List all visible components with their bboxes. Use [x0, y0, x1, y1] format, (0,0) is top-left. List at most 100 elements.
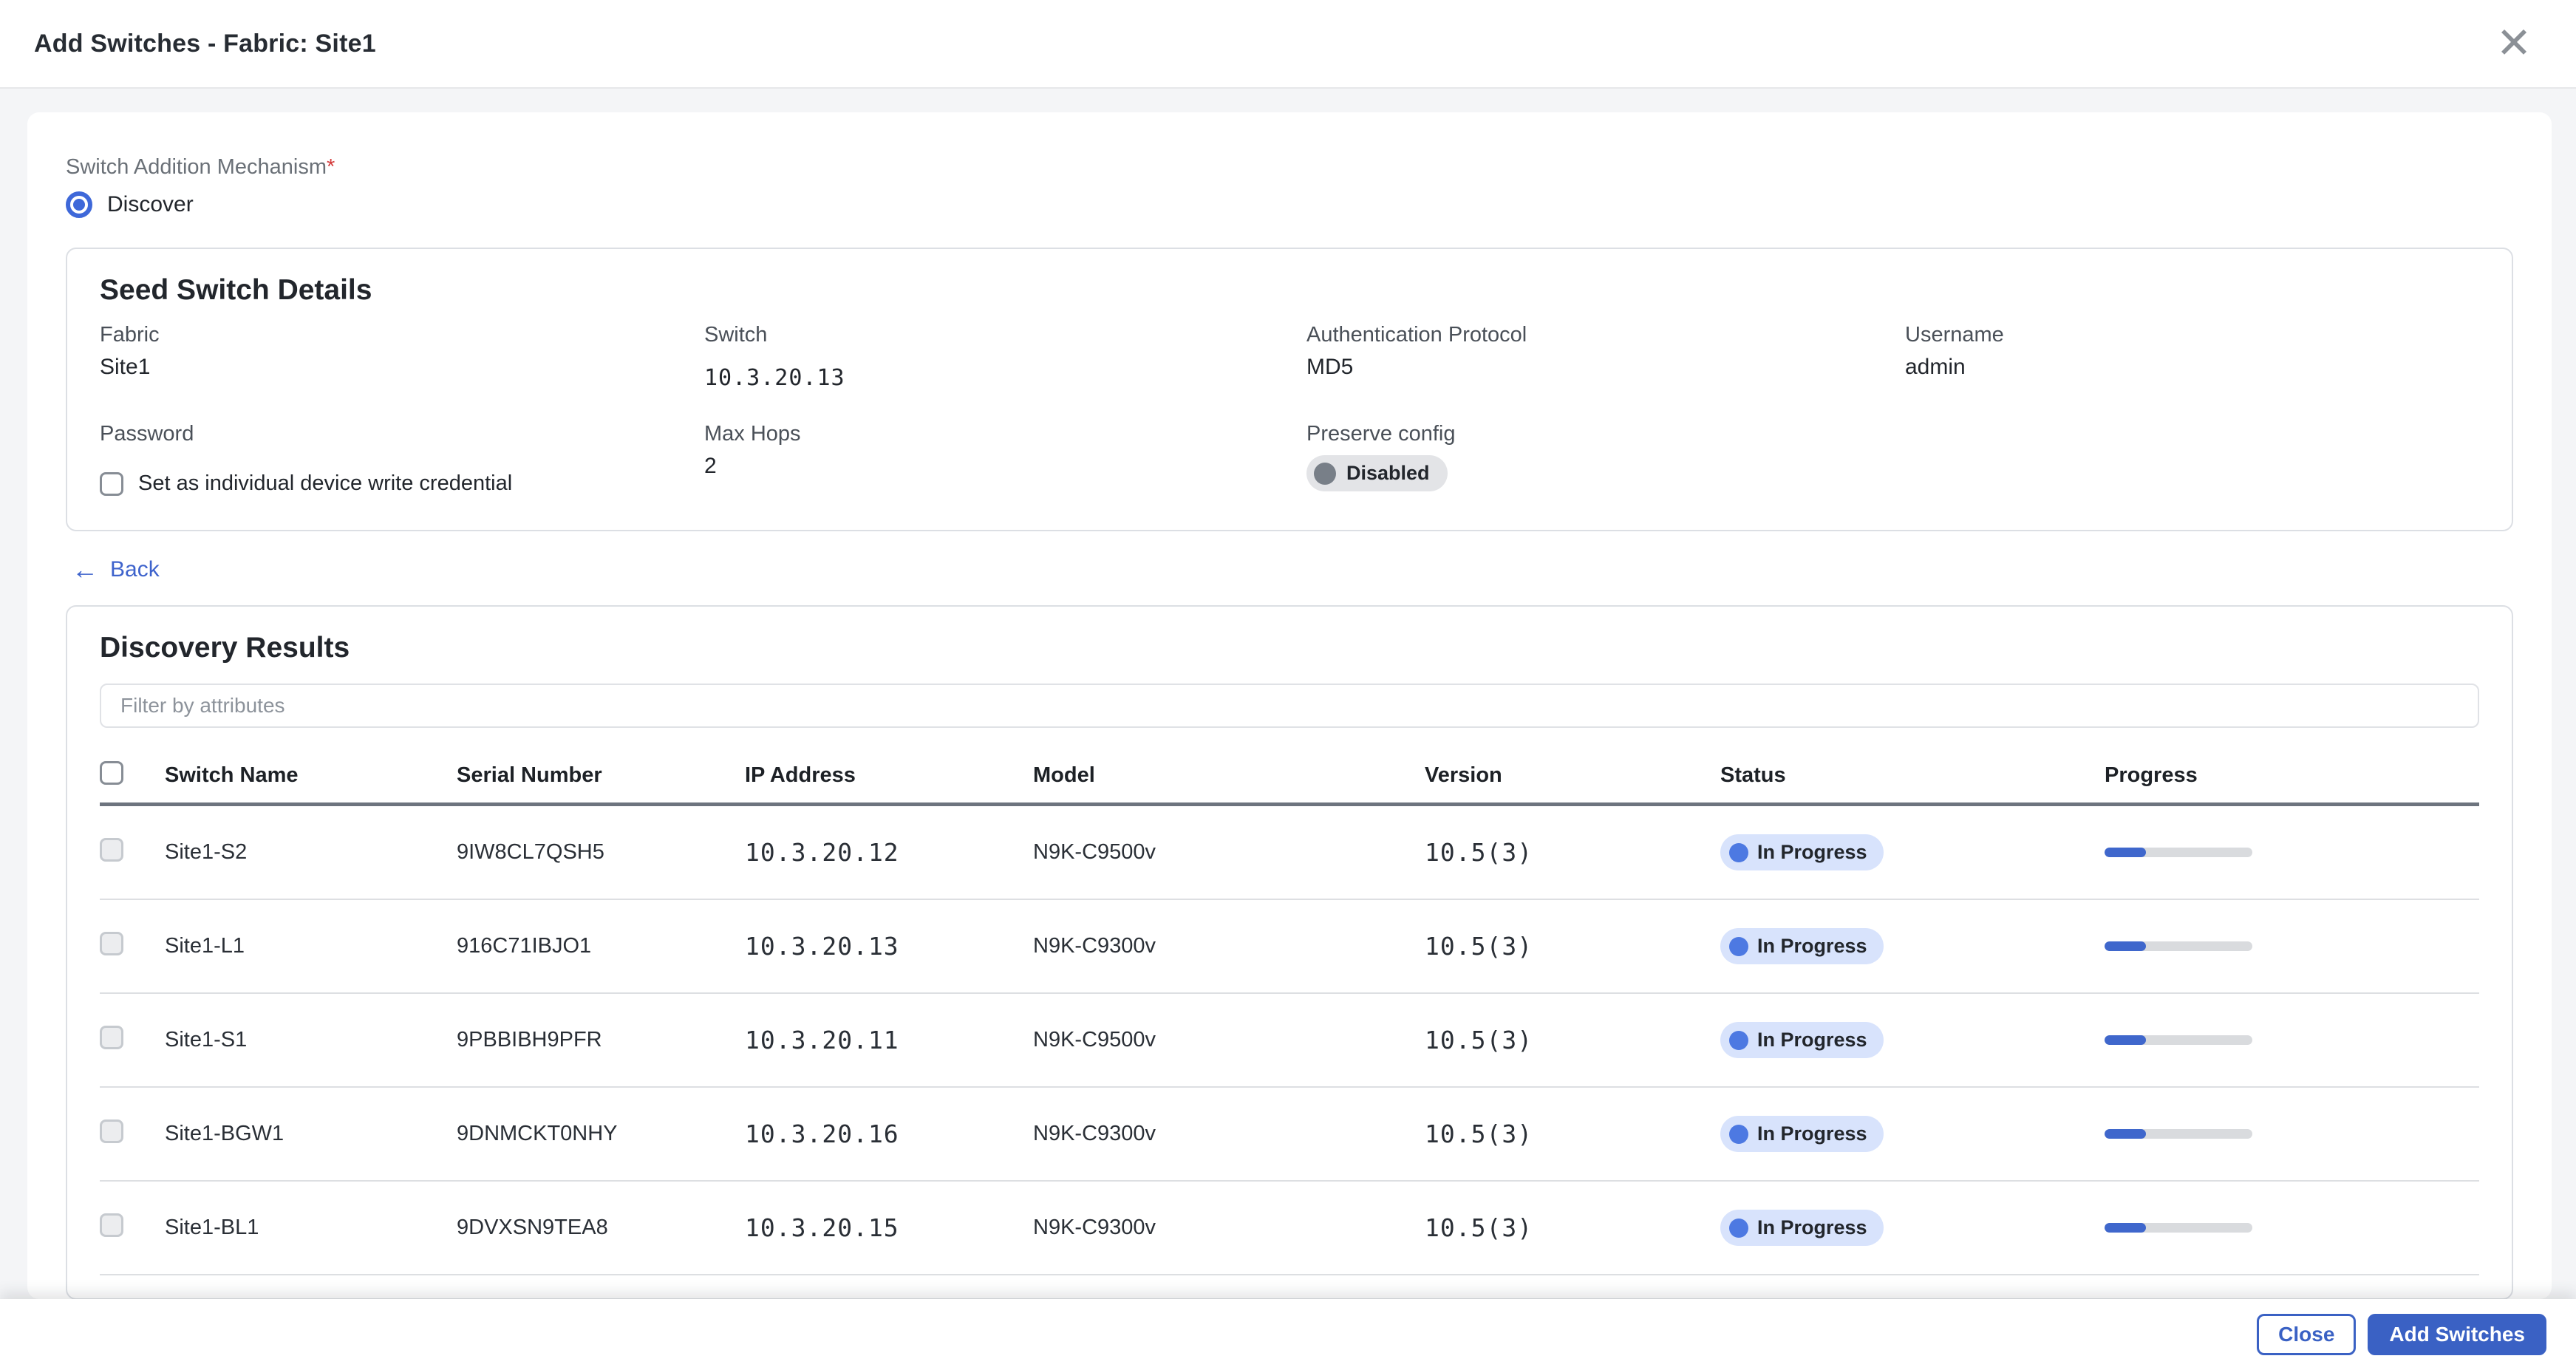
- col-version: Version: [1425, 763, 1720, 788]
- table-row: Site1-S1 9PBBIBH9PFR 10.3.20.11 N9K-C950…: [100, 994, 2479, 1088]
- back-link-label: Back: [110, 557, 160, 582]
- progress-bar-fill: [2105, 1035, 2146, 1045]
- status-label: In Progress: [1757, 1029, 1867, 1052]
- status-label: In Progress: [1757, 935, 1867, 958]
- mechanism-option-discover[interactable]: Discover: [66, 191, 2513, 218]
- switch-name-cell: Site1-S1: [165, 1028, 457, 1052]
- serial-number-cell: 9DNMCKT0NHY: [457, 1122, 745, 1146]
- status-badge: In Progress: [1720, 834, 1884, 870]
- status-label: In Progress: [1757, 841, 1867, 864]
- close-icon[interactable]: ✕: [2493, 23, 2535, 64]
- status-badge: In Progress: [1720, 1022, 1884, 1058]
- version-cell: 10.5(3): [1425, 1213, 1720, 1242]
- toggle-dot-icon: [1314, 463, 1336, 485]
- table-row: Site1-L1 916C71IBJO1 10.3.20.13 N9K-C930…: [100, 900, 2479, 994]
- model-cell: N9K-C9300v: [1033, 1216, 1425, 1240]
- switch-name-cell: Site1-BGW1: [165, 1122, 457, 1146]
- auth-protocol-value: MD5: [1306, 355, 1905, 380]
- username-label: Username: [1905, 323, 2479, 347]
- select-all-checkbox[interactable]: [100, 761, 123, 785]
- version-cell: 10.5(3): [1425, 1026, 1720, 1054]
- fabric-label: Fabric: [100, 323, 704, 347]
- write-credential-option[interactable]: Set as individual device write credentia…: [100, 471, 704, 496]
- ip-address-cell: 10.3.20.16: [745, 1119, 1033, 1148]
- switch-name-cell: Site1-L1: [165, 934, 457, 958]
- progress-bar: [2105, 848, 2252, 857]
- write-credential-label: Set as individual device write credentia…: [138, 471, 512, 496]
- back-arrow-icon: ←: [72, 556, 98, 583]
- mechanism-label: Switch Addition Mechanism*: [66, 155, 2513, 180]
- progress-bar: [2105, 941, 2252, 951]
- col-serial-number: Serial Number: [457, 763, 745, 788]
- switch-ip-value: 10.3.20.13: [704, 365, 1306, 391]
- fabric-value: Site1: [100, 355, 704, 380]
- col-switch-name: Switch Name: [165, 763, 457, 788]
- add-switches-button[interactable]: Add Switches: [2368, 1314, 2546, 1355]
- status-badge: In Progress: [1720, 1210, 1884, 1246]
- username-value: admin: [1905, 355, 2479, 380]
- seed-panel-title: Seed Switch Details: [100, 274, 2479, 307]
- close-button[interactable]: Close: [2257, 1314, 2356, 1355]
- status-badge: In Progress: [1720, 1116, 1884, 1152]
- table-row: Site1-BGW1 9DNMCKT0NHY 10.3.20.16 N9K-C9…: [100, 1088, 2479, 1182]
- col-model: Model: [1033, 763, 1425, 788]
- row-checkbox[interactable]: [100, 1213, 123, 1237]
- filter-input[interactable]: [100, 684, 2479, 728]
- toggle-state-label: Disabled: [1346, 462, 1430, 485]
- status-dot-icon: [1729, 937, 1748, 956]
- status-label: In Progress: [1757, 1122, 1867, 1145]
- ip-address-cell: 10.3.20.15: [745, 1213, 1033, 1242]
- progress-bar-fill: [2105, 1129, 2146, 1139]
- model-cell: N9K-C9500v: [1033, 1028, 1425, 1052]
- seed-grid-row2: Password Set as individual device write …: [100, 413, 2479, 496]
- dialog-header: Add Switches - Fabric: Site1 ✕: [0, 0, 2576, 89]
- table-row: Site1-BL1 9DVXSN9TEA8 10.3.20.15 N9K-C93…: [100, 1182, 2479, 1275]
- dialog-footer: Close Add Switches: [0, 1299, 2576, 1370]
- preserve-config-label: Preserve config: [1306, 422, 1905, 446]
- serial-number-cell: 916C71IBJO1: [457, 934, 745, 958]
- back-link[interactable]: ← Back: [72, 556, 160, 583]
- status-dot-icon: [1729, 843, 1748, 862]
- version-cell: 10.5(3): [1425, 838, 1720, 867]
- row-checkbox[interactable]: [100, 1026, 123, 1049]
- password-label: Password: [100, 422, 704, 446]
- progress-bar: [2105, 1223, 2252, 1233]
- status-dot-icon: [1729, 1219, 1748, 1238]
- progress-bar-fill: [2105, 848, 2146, 857]
- model-cell: N9K-C9500v: [1033, 840, 1425, 865]
- ip-address-cell: 10.3.20.12: [745, 838, 1033, 867]
- progress-bar-fill: [2105, 941, 2146, 951]
- discovery-results-panel: Discovery Results Switch Name Serial Num…: [66, 605, 2513, 1299]
- col-status: Status: [1720, 763, 2105, 788]
- version-cell: 10.5(3): [1425, 932, 1720, 961]
- status-badge: In Progress: [1720, 928, 1884, 964]
- col-progress: Progress: [2105, 763, 2479, 788]
- seed-switch-details-panel: Seed Switch Details Fabric Site1 Switch …: [66, 248, 2513, 531]
- switch-table-body: Site1-S2 9IW8CL7QSH5 10.3.20.12 N9K-C950…: [100, 806, 2479, 1275]
- progress-bar-fill: [2105, 1223, 2146, 1233]
- content-card: Switch Addition Mechanism* Discover Seed…: [27, 112, 2552, 1299]
- row-checkbox[interactable]: [100, 838, 123, 862]
- switch-name-cell: Site1-BL1: [165, 1216, 457, 1240]
- preserve-config-toggle[interactable]: Disabled: [1306, 455, 1448, 491]
- write-credential-checkbox[interactable]: [100, 472, 123, 496]
- table-row: Site1-S2 9IW8CL7QSH5 10.3.20.12 N9K-C950…: [100, 806, 2479, 900]
- switch-label: Switch: [704, 323, 1306, 347]
- switch-name-cell: Site1-S2: [165, 840, 457, 865]
- required-asterisk: *: [327, 155, 335, 179]
- status-label: In Progress: [1757, 1216, 1867, 1239]
- serial-number-cell: 9DVXSN9TEA8: [457, 1216, 745, 1240]
- max-hops-value: 2: [704, 454, 1306, 479]
- dialog-title: Add Switches - Fabric: Site1: [34, 30, 376, 58]
- dialog-body: Switch Addition Mechanism* Discover Seed…: [0, 90, 2576, 1299]
- radio-selected-icon[interactable]: [66, 191, 92, 218]
- discovery-panel-title: Discovery Results: [100, 632, 2479, 664]
- mechanism-label-text: Switch Addition Mechanism: [66, 155, 327, 179]
- row-checkbox[interactable]: [100, 932, 123, 955]
- max-hops-label: Max Hops: [704, 422, 1306, 446]
- serial-number-cell: 9IW8CL7QSH5: [457, 840, 745, 865]
- seed-grid-row1: Fabric Site1 Switch 10.3.20.13 Authentic…: [100, 314, 2479, 391]
- row-checkbox[interactable]: [100, 1119, 123, 1143]
- ip-address-cell: 10.3.20.11: [745, 1026, 1033, 1054]
- version-cell: 10.5(3): [1425, 1119, 1720, 1148]
